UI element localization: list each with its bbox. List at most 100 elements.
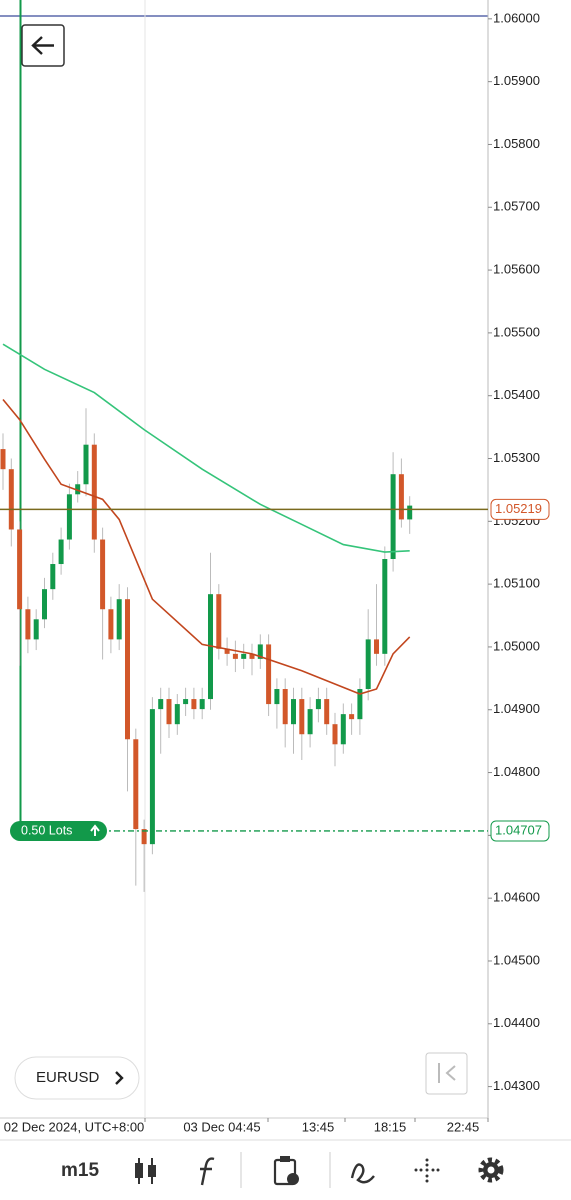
candle-body xyxy=(33,619,39,640)
candle-body xyxy=(365,639,371,690)
candle-body xyxy=(398,474,404,520)
candle-body xyxy=(58,539,64,565)
y-tick-label: 1.04500 xyxy=(493,952,540,967)
candle-body xyxy=(141,829,147,845)
icon-body xyxy=(148,1165,156,1177)
symbol-pill[interactable]: EURUSD xyxy=(14,1056,140,1100)
position-price-label: 1.04707 xyxy=(495,822,542,837)
y-tick-label: 1.05700 xyxy=(493,199,540,214)
candle-body xyxy=(133,739,139,830)
symbol: EURUSD xyxy=(36,1069,100,1086)
draw-icon[interactable] xyxy=(350,1163,375,1184)
plot: 1.06000 1.05900 1.05800 1.05700 1.05600 1.055… xyxy=(0,10,550,1134)
lots-arrow xyxy=(90,824,100,836)
dot xyxy=(425,1174,429,1178)
candle-body xyxy=(50,564,56,590)
y-tick-label: 1.04800 xyxy=(493,764,540,779)
candle-body xyxy=(266,644,272,705)
x-tick-label: 03 Dec 04:45 xyxy=(183,1119,260,1134)
candle-body xyxy=(75,484,81,495)
candle-body xyxy=(407,505,413,520)
back-button[interactable] xyxy=(21,24,65,67)
x-tick-label: 02 Dec 2024, UTC+8:00 xyxy=(4,1119,145,1134)
candle-body xyxy=(340,714,346,745)
chart-type-icon[interactable] xyxy=(135,1158,156,1184)
gear-hole xyxy=(487,1166,495,1174)
candle-body xyxy=(241,653,247,659)
clip xyxy=(280,1156,290,1162)
candle-body xyxy=(183,699,189,705)
y-tick-label: 1.05100 xyxy=(493,576,540,591)
y-tick-label: 1.05300 xyxy=(493,450,540,465)
symbol-pill-bg[interactable] xyxy=(14,1056,140,1100)
candle-body xyxy=(324,699,330,725)
candle-body xyxy=(216,594,222,649)
back-arrow xyxy=(31,36,54,55)
dot xyxy=(425,1179,429,1183)
candle-body xyxy=(66,494,72,540)
chevron xyxy=(115,1071,124,1085)
candle-body xyxy=(191,699,197,710)
dot xyxy=(436,1168,440,1172)
candle-body xyxy=(83,444,89,485)
y-tick-label: 1.05600 xyxy=(493,262,540,277)
candle-body xyxy=(382,559,388,654)
lots-label: 0.50 Lots xyxy=(21,823,72,837)
scroll-end-icon xyxy=(438,1063,456,1083)
y-tick-label: 1.04400 xyxy=(493,1015,540,1030)
candle-body xyxy=(232,653,238,659)
lots-pill-bg xyxy=(10,820,107,841)
toolbar: m15 xyxy=(61,1152,504,1188)
candle-body xyxy=(25,609,31,640)
y-tick-label: 1.06000 xyxy=(493,10,540,25)
candle-body xyxy=(357,689,363,720)
candle-body xyxy=(249,653,255,659)
settings-icon[interactable] xyxy=(478,1157,504,1183)
y-tick-label: 1.05000 xyxy=(493,638,540,653)
gear-teeth xyxy=(478,1157,504,1183)
lots-pill[interactable]: 0.50 Lots xyxy=(10,820,107,841)
candle-body xyxy=(158,699,164,710)
candle-body xyxy=(116,599,122,640)
candle-body xyxy=(0,449,6,470)
scroll-end-button[interactable] xyxy=(425,1052,468,1095)
candle-body xyxy=(42,589,47,620)
candle-body xyxy=(257,644,263,659)
candle-body xyxy=(108,609,114,640)
candle-body xyxy=(91,444,97,540)
candle-body xyxy=(100,539,106,610)
candle-body xyxy=(332,724,338,745)
plus-badge xyxy=(287,1173,299,1185)
candle-body xyxy=(174,704,180,725)
icon-body xyxy=(135,1163,143,1178)
x-tick-label: 22:45 xyxy=(447,1119,480,1134)
candle-body xyxy=(349,714,355,720)
candle-body xyxy=(199,699,205,710)
candle-body xyxy=(299,699,305,735)
dot xyxy=(425,1158,429,1162)
dot xyxy=(425,1168,429,1172)
position-tag xyxy=(490,820,550,842)
current-price-label: 1.05219 xyxy=(495,501,542,516)
candle-body xyxy=(291,699,296,725)
y-tick-label: 1.05400 xyxy=(493,387,540,402)
moving-average xyxy=(2,398,411,695)
dot xyxy=(414,1168,418,1172)
candle-body xyxy=(8,469,14,530)
candle-body xyxy=(315,699,321,710)
candle-body xyxy=(374,639,379,654)
crosshair-icon[interactable] xyxy=(414,1158,440,1183)
dot xyxy=(419,1168,423,1172)
indicator-icon[interactable] xyxy=(200,1157,215,1186)
candle-body xyxy=(224,648,230,654)
x-tick-label: 18:15 xyxy=(374,1119,407,1134)
candle-body xyxy=(166,699,172,725)
y-tick-label: 1.04600 xyxy=(493,890,540,905)
moving-average xyxy=(2,343,410,553)
x-tick-label: 13:45 xyxy=(302,1119,335,1134)
template-icon[interactable] xyxy=(273,1156,299,1186)
timeframe[interactable]: m15 xyxy=(61,1160,99,1181)
y-tick-label: 1.05500 xyxy=(493,324,540,339)
